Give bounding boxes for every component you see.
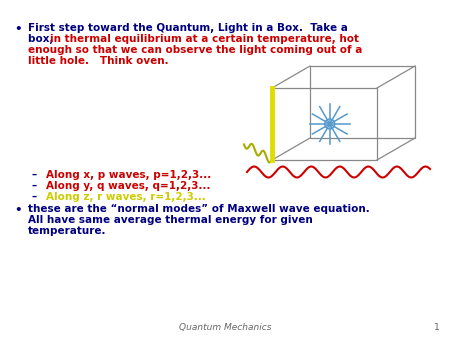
Text: –: –: [32, 192, 37, 202]
Text: these are the “normal modes” of Maxwell wave equation.: these are the “normal modes” of Maxwell …: [28, 204, 370, 214]
Text: Along x, p waves, p=1,2,3...: Along x, p waves, p=1,2,3...: [46, 170, 211, 180]
Text: Along y, q waves, q=1,2,3...: Along y, q waves, q=1,2,3...: [46, 181, 211, 191]
Text: First step toward the Quantum, Light in a Box.  Take a: First step toward the Quantum, Light in …: [28, 23, 348, 33]
Text: enough so that we can observe the light coming out of a: enough so that we can observe the light …: [28, 45, 362, 55]
Text: in thermal equilibrium at a certain temperature, hot: in thermal equilibrium at a certain temp…: [50, 34, 359, 44]
Text: temperature.: temperature.: [28, 226, 107, 236]
Text: box,: box,: [28, 34, 57, 44]
Text: little hole.   Think oven.: little hole. Think oven.: [28, 56, 169, 66]
Text: •: •: [14, 204, 22, 217]
Text: –: –: [32, 181, 37, 191]
Text: Along z, r waves, r=1,2,3...: Along z, r waves, r=1,2,3...: [46, 192, 206, 202]
Text: Quantum Mechanics: Quantum Mechanics: [179, 323, 271, 332]
Text: All have same average thermal energy for given: All have same average thermal energy for…: [28, 215, 313, 225]
Text: •: •: [14, 23, 22, 36]
Text: –: –: [32, 170, 37, 180]
Text: 1: 1: [434, 323, 440, 332]
